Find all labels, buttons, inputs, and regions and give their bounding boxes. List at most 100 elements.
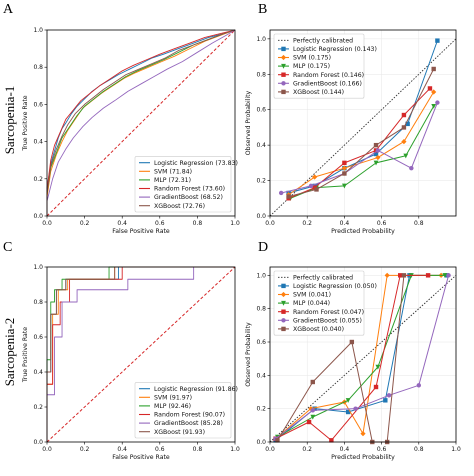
x-tick-label: 0.4	[117, 446, 127, 453]
data-point	[278, 190, 284, 196]
panel-letter-a: A	[3, 2, 14, 17]
plot-frame	[46, 266, 236, 443]
chart-panel-a: 0.0 0.2 0.4 0.6 0.8 1.0 0.0 0.2 0.4 0.6 0.8 1.0 Fals…	[22, 27, 240, 235]
legend-label: Logistic Regression (0.050)	[293, 283, 377, 290]
data-point	[308, 183, 314, 189]
data-point	[312, 174, 318, 180]
data-point	[345, 398, 351, 403]
data-point	[401, 139, 407, 145]
data-point	[341, 165, 347, 171]
legend: Perfectly calibrated Logistic Regression …	[273, 270, 377, 336]
y-tick-label: 0.8	[256, 71, 266, 78]
series-line-4	[46, 29, 236, 216]
data-point	[401, 273, 407, 278]
data-point	[308, 406, 314, 412]
data-point	[425, 273, 431, 278]
chance-diagonal	[46, 29, 236, 217]
legend-label: MLP (0.175)	[293, 63, 330, 70]
data-point	[398, 273, 403, 278]
series-line-1	[288, 91, 435, 196]
y-axis-label: True Positive Rate	[22, 327, 29, 383]
plot-frame	[269, 266, 457, 443]
y-tick-label: 0.4	[256, 142, 266, 149]
y-tick-label: 0.2	[33, 176, 43, 183]
legend-label: XGBoost (0.040)	[293, 326, 344, 333]
panel-letter-c: C	[3, 240, 12, 255]
legend-box	[134, 156, 232, 213]
x-axis-label: Predicted Probability	[331, 454, 395, 461]
x-tick-label: 0.8	[414, 220, 424, 227]
series-line-3	[288, 88, 431, 199]
series-line-4	[46, 266, 235, 442]
legend-marker	[281, 46, 286, 52]
plot-frame	[46, 29, 236, 217]
y-tick-label: 1.0	[33, 27, 43, 34]
data-point	[431, 66, 436, 72]
x-tick-label: 0.0	[42, 446, 52, 453]
series-line-5	[288, 68, 435, 197]
panel-letter-d: D	[258, 240, 268, 255]
legend-label: SVM (0.041)	[293, 292, 331, 299]
series-line-4	[275, 275, 450, 440]
series-line-2	[290, 105, 435, 199]
legend-label: Random Forest (0.047)	[293, 309, 364, 316]
data-point	[312, 406, 317, 411]
data-point	[342, 171, 347, 176]
y-axis-label: Observed Probability	[245, 322, 252, 387]
data-point	[275, 438, 280, 443]
legend-label: XGBoost (91.93)	[154, 429, 205, 436]
x-tick-label: 0.4	[340, 446, 350, 453]
perfect-calibration-line	[269, 274, 457, 443]
data-point	[310, 414, 316, 420]
x-tick-label: 0.6	[377, 220, 387, 227]
data-point	[373, 142, 379, 148]
data-point	[401, 112, 407, 118]
data-point	[310, 408, 315, 413]
data-point	[310, 379, 315, 385]
y-tick-label: 0.6	[33, 334, 43, 341]
series-line-3	[46, 29, 236, 216]
data-point	[306, 419, 312, 425]
legend-marker	[280, 291, 287, 298]
y-axis-label: True Positive Rate	[22, 95, 29, 151]
data-point	[427, 86, 433, 91]
data-point	[360, 431, 366, 437]
x-tick-label: 0.8	[193, 446, 203, 453]
y-tick-label: 0.4	[33, 369, 43, 376]
panel-letter-b: B	[258, 2, 267, 17]
legend-label: GradientBoost (68.52)	[154, 194, 223, 201]
series-line-5	[46, 266, 235, 442]
legend-label: GradientBoost (85.28)	[154, 420, 223, 427]
legend-label: MLP (92.46)	[154, 403, 191, 410]
plot-frame	[269, 29, 457, 217]
series-line-5	[277, 275, 405, 443]
legend-label: Perfectly calibrated	[293, 37, 353, 44]
chart-panel-d: 0.0 0.2 0.4 0.6 0.8 1.0 0.0 0.2 0.4 0.6 0.8 1.0 Pred…	[245, 266, 461, 461]
y-tick-label: 1.0	[256, 272, 266, 279]
data-point	[329, 438, 334, 443]
legend-label: Perfectly calibrated	[293, 274, 353, 281]
data-point	[345, 409, 351, 415]
x-axis-label: Predicted Probability	[331, 228, 395, 235]
y-axis-label: Observed Probability	[245, 90, 252, 155]
series-line-1	[275, 274, 442, 440]
data-point	[349, 339, 355, 345]
legend-marker	[281, 309, 286, 314]
data-point	[401, 125, 407, 130]
data-point	[314, 187, 319, 192]
legend-box	[273, 33, 365, 99]
data-point	[442, 273, 448, 278]
y-tick-label: 0.4	[256, 372, 266, 379]
legend-label: Logistic Regression (91.86)	[154, 386, 238, 393]
legend-marker	[281, 72, 286, 77]
legend-label: XGBoost (0.144)	[293, 89, 344, 96]
y-tick-label: 0.8	[256, 306, 266, 313]
series-line-2	[46, 266, 235, 442]
x-axis-label: False Positive Rate	[112, 228, 170, 235]
chart-panel-c: 0.0 0.2 0.4 0.6 0.8 1.0 0.0 0.2 0.4 0.6 0.8 1.0 Fals…	[22, 264, 240, 461]
y-tick-label: 0.0	[256, 213, 266, 220]
legend-box	[273, 270, 365, 336]
legend: Logistic Regression (91.86)SVM (91.97) ML…	[134, 382, 238, 439]
y-tick-label: 0.6	[33, 101, 43, 108]
legend-marker	[281, 81, 286, 86]
